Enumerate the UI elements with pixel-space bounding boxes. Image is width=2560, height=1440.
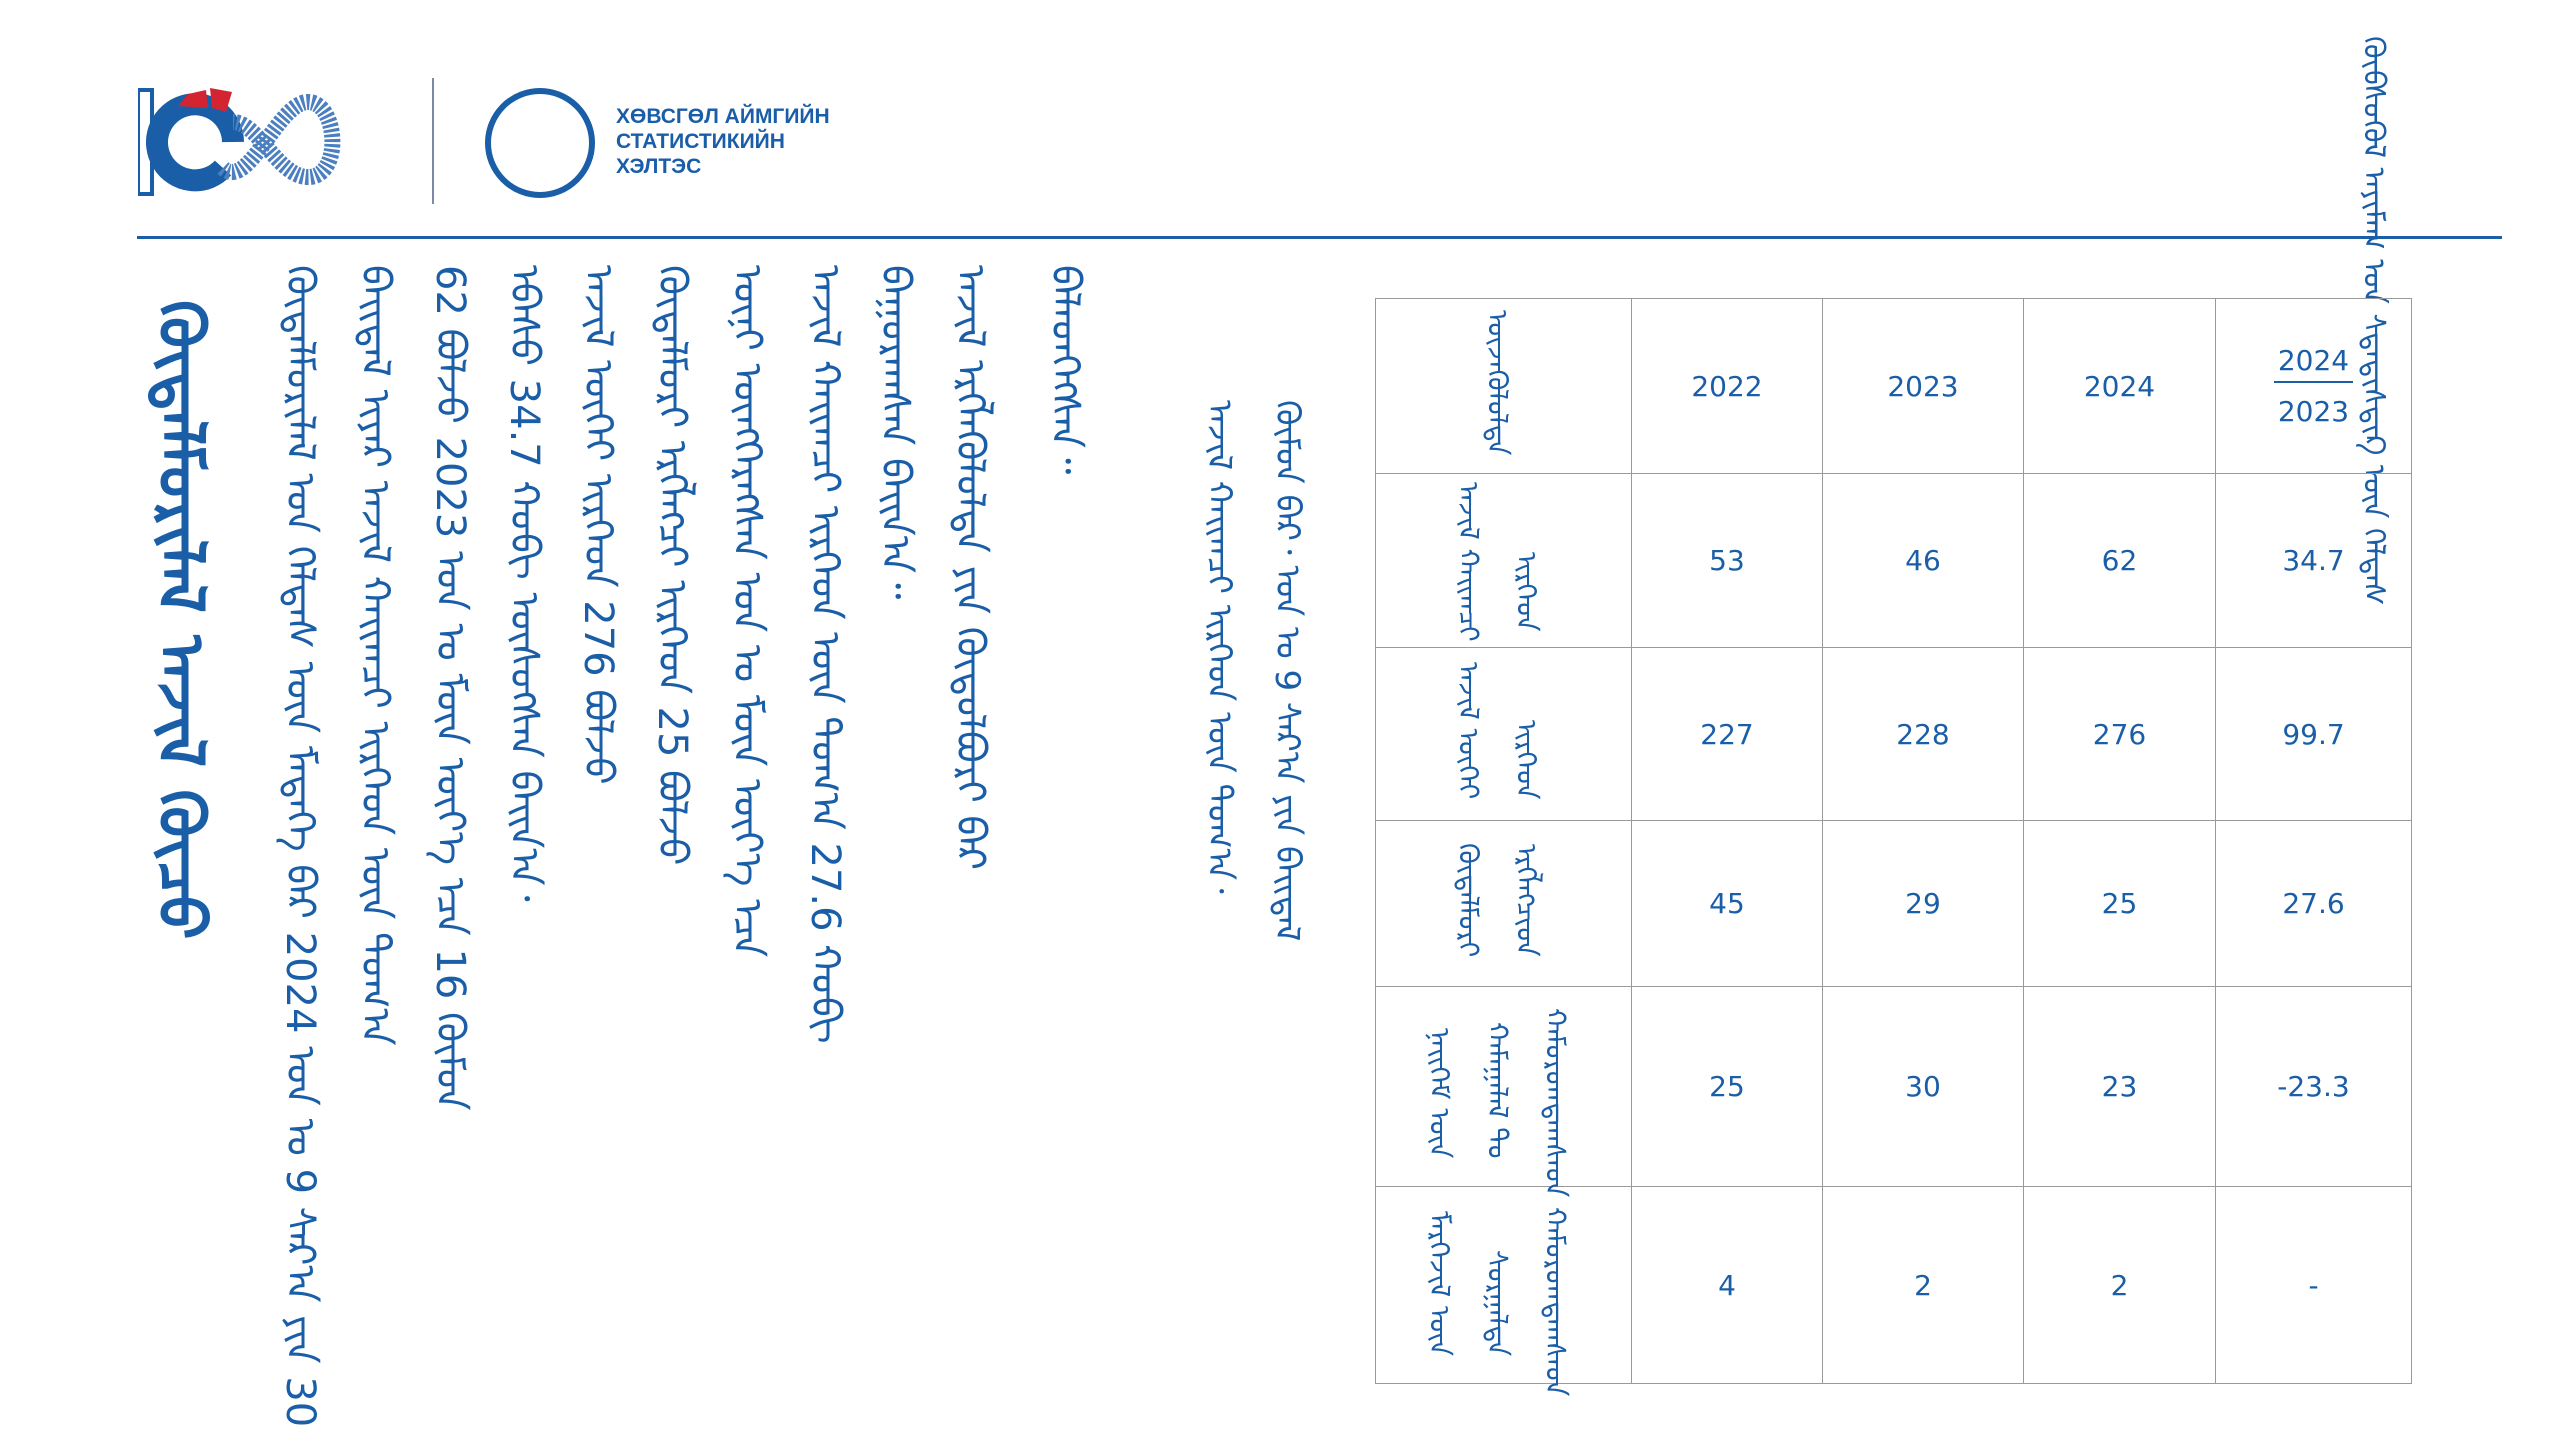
- note-line: ᠬᠦᠮᠦᠨ ᠪᠡᠷ᠂ ᠣᠨ ᠤ 9 ᠰᠠᠷ᠎ᠠ ᠶᠢᠨ ᠪᠠᠢᠳᠠᠯ: [1267, 400, 1307, 942]
- row-label-line: ᠰᠤᠷᠭᠠᠯᠲᠠ: [1481, 1250, 1514, 1357]
- table-row: ᠮᠡᠷᠭᠡᠵᠢᠯ ᠦᠨ ᠰᠤᠷᠭᠠᠯᠲᠠ ᠬᠠᠮᠤᠷᠤᠭᠳᠠᠭᠰᠠᠳ 4 2 2…: [1375, 1186, 2412, 1396]
- org-name-line: ХЭЛТЭС: [616, 155, 702, 178]
- row-label-line: ᠢᠷᠭᠡᠳ: [1509, 552, 1543, 632]
- row-label-line: ᠠᠵᠢᠯ ᠦᠭᠡᠢ: [1452, 661, 1486, 800]
- ratio-header-top: 2024: [2273, 344, 2354, 383]
- row-label-line: ᠬᠥᠳᠡᠯᠮᠦᠷᠢ: [1452, 842, 1486, 958]
- row-label-line: ᠬᠠᠮᠤᠷᠤᠭᠳᠠᠭᠰᠠᠳ: [1538, 1206, 1572, 1396]
- note-line: ᠠᠵᠢᠯ ᠬᠠᠢᠭᠴᠢ ᠢᠷᠭᠡᠳ ᠦᠨ ᠲᠣᠭ᠎ᠠ᠂: [1199, 400, 1239, 894]
- row-label: ᠮᠡᠷᠭᠡᠵᠢᠯ ᠦᠨ ᠰᠤᠷᠭᠠᠯᠲᠠ ᠬᠠᠮᠤᠷᠤᠭᠳᠠᠭᠰᠠᠳ: [1375, 1186, 1632, 1396]
- table-row: ᠨᠡᠢᠭᠡᠮ ᠦᠨ ᠬᠠᠮᠠᠭᠠᠯᠠᠯ ᠲᠤ ᠬᠠᠮᠤᠷᠤᠭᠳᠠᠭᠰᠠᠳ 25 …: [1375, 986, 2412, 1198]
- row-label-line: ᠠᠵᠢᠯ ᠬᠠᠢᠭᠴᠢ: [1452, 482, 1486, 642]
- header-divider: [432, 78, 434, 204]
- table-cell: 30: [1822, 986, 2024, 1187]
- table-row: ᠬᠥᠳᠡᠯᠮᠦᠷᠢ ᠡᠷᠬᠯᠡᠭᠴᠢᠳ 45 29 25 27.6: [1375, 820, 2412, 987]
- table-cell: 2: [2023, 1186, 2216, 1384]
- table-cell: 227: [1631, 647, 1823, 821]
- row-label: ᠬᠥᠳᠡᠯᠮᠦᠷᠢ ᠡᠷᠬᠯᠡᠭᠴᠢᠳ: [1375, 820, 1632, 987]
- table-cell: -: [2215, 1186, 2412, 1384]
- statistics-table: ᠦᠵᠡᠭᠦᠯᠦᠯᠲᠡ 2022 2023 2024 2024 2023 ᠠᠵᠢᠯ…: [1375, 298, 2412, 1396]
- row-label: ᠠᠵᠢᠯ ᠦᠭᠡᠢ ᠢᠷᠭᠡᠳ: [1375, 647, 1632, 821]
- page-title: ᠬᠥᠳᠡᠯᠮᠦᠷᠢᠯᠡᠯ ᠠᠵᠢᠯ ᠬᠦᠴᠦ: [143, 300, 217, 940]
- org-name-line: ХӨВСГӨЛ АЙМГИЙН: [616, 105, 830, 128]
- table-cell: 27.6: [2215, 820, 2412, 987]
- row-label-line: ᠬᠠᠮᠠᠭᠠᠯᠠᠯ ᠲᠤ: [1481, 1021, 1514, 1158]
- paragraph-line: ᠠᠵᠢᠯ ᠦᠭᠡᠢ ᠢᠷᠭᠡᠳ 276 ᠪᠣᠯᠵᠤ: [575, 265, 621, 785]
- paragraph-line: ᠥᠨᠢ ᠥᠨᠭᠭᠡᠷᠡᠭᠰᠡᠨ ᠣᠨ ᠤ ᠮᠥᠨ ᠦᠶ᠎ᠡ ᠡᠴᠡ: [724, 265, 770, 958]
- row-label: ᠨᠡᠢᠭᠡᠮ ᠦᠨ ᠬᠠᠮᠠᠭᠠᠯᠠᠯ ᠲᠤ ᠬᠠᠮᠤᠷᠤᠭᠳᠠᠭᠰᠠᠳ: [1375, 986, 1632, 1198]
- paragraph-line: ᠬᠥᠳᠡᠯᠮᠦᠷᠢᠯᠡᠯ ᠤᠨ ᠬᠡᠯᠲᠡᠰ ᠦᠨ ᠮᠡᠳᠡᠭᠡ ᠪᠡᠷ 202…: [277, 265, 323, 1428]
- year-header: 2023: [1822, 298, 2024, 474]
- table-cell: 99.7: [2215, 647, 2412, 821]
- table-cell: 46: [1822, 473, 2024, 648]
- ratio-header-bottom: 2023: [2277, 395, 2350, 428]
- statistics-office-emblem: [485, 88, 595, 198]
- calligraphy-logo: ᠬᠥᠪᠰᠦᠭᠦᠯ ᠠᠶᠢᠮᠠᠭ ᠤᠨ ᠰᠲᠠᠲᠢᠰᠲᠢᠺ ᠦᠨ ᠬᠡᠯᠲᠡᠰ: [2356, 36, 2391, 606]
- table-cell: -23.3: [2215, 986, 2412, 1187]
- paragraph-line: ᠠᠵᠢᠯ ᠬᠠᠢᠭᠴᠢ ᠢᠷᠭᠡᠳ ᠦᠨ ᠲᠣᠭ᠎ᠠ 27.6 ᠬᠤᠪᠢ: [802, 265, 848, 1044]
- table-cell: 25: [1631, 986, 1823, 1187]
- paragraph-line: ᠪᠠᠢᠳᠠᠯ ᠢᠶᠠᠷ ᠠᠵᠢᠯ ᠬᠠᠢᠭᠴᠢ ᠢᠷᠭᠡᠳ ᠦᠨ ᠲᠣᠭ᠎ᠠ: [352, 265, 398, 1046]
- paragraph-line: ᠪᠠᠭᠤᠷᠠᠭᠰᠠᠨ ᠪᠠᠢᠨ᠎ᠠ᠃: [872, 265, 918, 600]
- table-cell: 45: [1631, 820, 1823, 987]
- table-row: ᠠᠵᠢᠯ ᠦᠭᠡᠢ ᠢᠷᠭᠡᠳ 227 228 276 99.7: [1375, 647, 2412, 821]
- paragraph-line: ᠡᠪᠡᠰᠦ 34.7 ᠬᠤᠪᠢ ᠥᠰᠦᠭᠰᠡᠨ ᠪᠠᠢᠨ᠎ᠠ᠂: [501, 265, 547, 902]
- corner-header-text: ᠦᠵᠡᠭᠦᠯᠦᠯᠲᠡ: [1481, 309, 1514, 456]
- ratio-header: 2024 2023: [2215, 298, 2412, 474]
- table-cell: 62: [2023, 473, 2216, 648]
- year-header: 2022: [1631, 298, 1823, 474]
- table-cell: 34.7: [2215, 473, 2412, 648]
- table-cell: 25: [2023, 820, 2216, 987]
- table-cell: 276: [2023, 647, 2216, 821]
- table-cell: 23: [2023, 986, 2216, 1187]
- table-cell: 53: [1631, 473, 1823, 648]
- row-label-line: ᠡᠷᠬᠯᠡᠭᠴᠢᠳ: [1509, 844, 1543, 958]
- paragraph-line: 62 ᠪᠣᠯᠵᠤ 2023 ᠣᠨ ᠤ ᠮᠥᠨ ᠦᠶ᠎ᠡ ᠡᠴᠡ 16 ᠬᠦᠮᠦᠨ: [427, 265, 473, 1111]
- org-name: ХӨВСГӨЛ АЙМГИЙН СТАТИСТИКИЙН ХЭЛТЭС: [616, 104, 830, 179]
- table-row: ᠠᠵᠢᠯ ᠬᠠᠢᠭᠴᠢ ᠢᠷᠭᠡᠳ 53 46 62 34.7: [1375, 473, 2412, 648]
- row-label-line: ᠨᠡᠢᠭᠡᠮ ᠦᠨ: [1423, 1027, 1457, 1158]
- table-cell: 29: [1822, 820, 2024, 987]
- org-name-line: СТАТИСТИКИЙН: [616, 130, 785, 153]
- table-cell: 2: [1822, 1186, 2024, 1384]
- table-cell: 4: [1631, 1186, 1823, 1384]
- row-label-line: ᠢᠷᠭᠡᠳ: [1509, 719, 1543, 800]
- paragraph-line: ᠠᠵᠢᠯ ᠡᠷᠬᠯᠡᠭᠦᠯᠦᠯᠲᠡ ᠶᠢᠨ ᠬᠥᠲᠦᠯᠪᠦᠷᠢ ᠪᠡᠷ: [947, 265, 993, 871]
- table-header-row: ᠦᠵᠡᠭᠦᠯᠦᠯᠲᠡ 2022 2023 2024 2024 2023: [1375, 298, 2412, 474]
- row-label: ᠠᠵᠢᠯ ᠬᠠᠢᠭᠴᠢ ᠢᠷᠭᠡᠳ: [1375, 473, 1632, 648]
- paragraph-line: ᠬᠥᠳᠡᠯᠮᠦᠷᠢ ᠡᠷᠬᠯᠡᠭᠴᠢ ᠢᠷᠭᠡᠳ 25 ᠪᠣᠯᠵᠤ: [649, 265, 695, 866]
- table-cell: 228: [1822, 647, 2024, 821]
- header-rule: [137, 236, 2502, 239]
- year-header: 2024: [2023, 298, 2216, 474]
- paragraph-line: ᠪᠡᠯᠡᠳᠬᠡᠭᠰᠡᠨ᠃: [1042, 265, 1088, 475]
- centenary-100-logo: [138, 88, 341, 196]
- row-label-line: ᠮᠡᠷᠭᠡᠵᠢᠯ ᠦᠨ: [1423, 1211, 1457, 1357]
- row-label-line: ᠬᠠᠮᠤᠷᠤᠭᠳᠠᠭᠰᠠᠳ: [1538, 1008, 1572, 1198]
- corner-header: ᠦᠵᠡᠭᠦᠯᠦᠯᠲᠡ: [1375, 298, 1632, 474]
